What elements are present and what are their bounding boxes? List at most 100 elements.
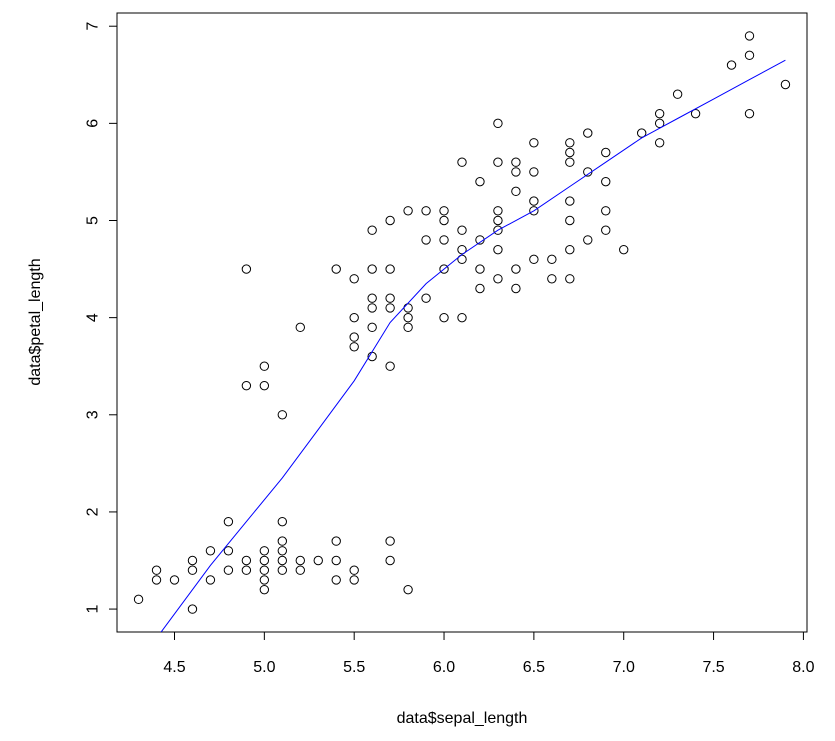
data-point xyxy=(385,361,395,371)
data-point xyxy=(349,332,359,342)
x-axis: 4.5 5.0 5.5 6.0 6.5 7.0 7.5 8.0 xyxy=(163,631,815,676)
smooth-fit-line xyxy=(160,59,786,632)
x-tick-label: 7.0 xyxy=(613,659,635,676)
data-point xyxy=(493,118,503,129)
data-point xyxy=(349,342,359,352)
data-point xyxy=(169,575,180,585)
y-tick-label: 1 xyxy=(85,605,102,614)
data-point xyxy=(205,575,216,585)
y-tick-label: 7 xyxy=(85,22,102,31)
data-point xyxy=(277,536,288,546)
data-point xyxy=(187,555,198,566)
data-point xyxy=(385,303,395,313)
x-tick-label: 6.5 xyxy=(523,659,545,676)
data-point xyxy=(744,50,755,61)
data-point xyxy=(565,196,575,206)
data-point xyxy=(493,215,503,226)
data-point xyxy=(583,235,593,245)
data-point xyxy=(367,264,377,274)
data-point xyxy=(241,555,252,566)
data-point xyxy=(511,186,521,197)
y-axis: 1 2 3 4 5 6 7 xyxy=(85,22,118,614)
x-tick-label: 6.0 xyxy=(433,659,455,676)
data-point xyxy=(565,157,575,167)
y-tick-label: 4 xyxy=(85,313,102,322)
data-point xyxy=(367,225,377,235)
data-point xyxy=(511,167,521,177)
y-tick-label: 6 xyxy=(85,119,102,128)
data-point xyxy=(565,274,575,284)
data-point xyxy=(259,361,270,371)
data-point xyxy=(259,584,270,595)
x-tick-label: 7.5 xyxy=(702,659,724,676)
data-point xyxy=(187,565,198,575)
data-point xyxy=(421,235,431,245)
data-point xyxy=(529,167,539,177)
y-tick-label: 2 xyxy=(85,507,102,516)
data-point xyxy=(223,546,234,556)
data-point xyxy=(511,283,521,294)
data-point xyxy=(439,264,449,274)
data-point xyxy=(439,235,449,245)
data-point xyxy=(331,555,341,566)
data-point xyxy=(367,293,377,303)
plot-frame xyxy=(116,12,808,633)
y-axis-title: data$petal_length xyxy=(27,258,44,385)
data-point xyxy=(367,322,377,333)
data-point xyxy=(601,225,611,235)
data-point xyxy=(259,380,270,391)
data-point xyxy=(493,274,503,284)
data-point xyxy=(583,128,593,138)
x-tick-label: 4.5 xyxy=(163,659,185,676)
points-layer xyxy=(133,31,791,614)
data-point xyxy=(403,206,413,216)
data-point xyxy=(277,555,288,566)
data-point xyxy=(277,516,288,527)
x-tick-label: 5.0 xyxy=(253,659,275,676)
data-point xyxy=(475,264,485,274)
data-point xyxy=(385,264,395,274)
data-point xyxy=(403,584,413,595)
data-point xyxy=(547,254,557,265)
data-point xyxy=(744,31,755,41)
data-point xyxy=(313,555,323,566)
smooth-line-layer xyxy=(160,59,786,632)
data-point xyxy=(529,138,539,148)
data-point xyxy=(529,196,539,206)
data-point xyxy=(565,147,575,158)
data-point xyxy=(457,157,467,167)
data-point xyxy=(259,575,270,585)
data-point xyxy=(151,565,162,575)
data-point xyxy=(511,264,521,274)
data-point xyxy=(331,264,341,274)
data-point xyxy=(565,138,575,148)
data-point xyxy=(295,555,305,566)
data-point xyxy=(457,254,467,265)
data-point xyxy=(205,546,216,556)
data-point xyxy=(241,565,252,575)
data-point xyxy=(223,565,234,575)
data-point xyxy=(672,89,683,99)
data-point xyxy=(726,60,737,70)
data-point xyxy=(277,546,288,556)
data-point xyxy=(619,244,629,255)
data-point xyxy=(439,312,449,323)
data-point xyxy=(277,410,288,420)
data-point xyxy=(654,108,665,119)
data-point xyxy=(654,138,665,148)
data-point xyxy=(565,244,575,255)
data-point xyxy=(439,215,449,226)
data-point xyxy=(385,555,395,566)
data-point xyxy=(187,604,198,614)
data-point xyxy=(601,147,611,158)
data-point xyxy=(493,206,503,216)
data-point xyxy=(259,555,270,566)
x-tick-label: 5.5 xyxy=(343,659,365,676)
data-point xyxy=(133,594,144,605)
data-point xyxy=(654,118,665,129)
y-tick-label: 3 xyxy=(85,410,102,419)
data-point xyxy=(259,565,270,575)
data-point xyxy=(511,157,521,167)
